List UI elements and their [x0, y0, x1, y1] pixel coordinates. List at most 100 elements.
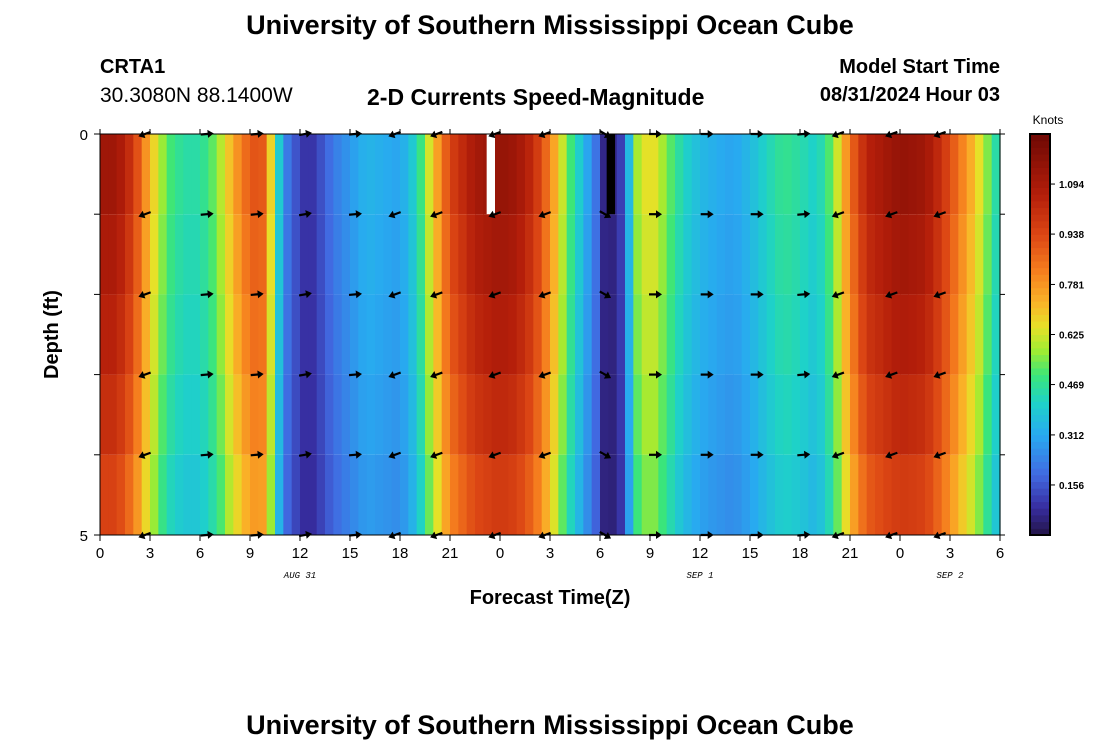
heatmap-cell [108, 214, 118, 295]
x-axis-label: Forecast Time(Z) [470, 587, 631, 609]
heatmap-cell [266, 134, 276, 215]
heatmap-cell [633, 374, 643, 455]
heatmap-cell [475, 454, 484, 535]
heatmap-cell [508, 134, 518, 215]
heatmap-cell [625, 214, 634, 295]
heatmap-cell [608, 214, 618, 295]
heatmap-cell [400, 134, 409, 215]
heatmap-cell [208, 214, 218, 295]
x-date-label: SEP 2 [936, 571, 964, 581]
heatmap-cell [575, 134, 584, 215]
colorbar-segment [1030, 147, 1050, 155]
colorbar-segment [1030, 267, 1050, 275]
heatmap-cell [141, 214, 151, 295]
heatmap-cell [241, 294, 251, 375]
current-arrow [750, 531, 764, 539]
heatmap-cell [125, 214, 134, 295]
heatmap-cell [541, 214, 551, 295]
current-arrow [250, 210, 264, 219]
heatmap-cell [616, 294, 626, 375]
colorbar-segment [1030, 508, 1050, 516]
heatmap-cell [166, 374, 176, 455]
current-arrow [831, 130, 845, 139]
heatmap-cell [358, 374, 368, 455]
heatmap-cell [766, 214, 776, 295]
heatmap-cell [250, 294, 259, 375]
colorbar-segment [1030, 214, 1050, 222]
heatmap-cell [675, 374, 684, 455]
heatmap-cell [125, 374, 134, 455]
current-arrow [488, 210, 502, 219]
heatmap-cell [800, 294, 809, 375]
heatmap-cell [333, 454, 343, 535]
heatmap-cell [875, 454, 884, 535]
heatmap-cell [916, 214, 926, 295]
colorbar-segment [1030, 274, 1050, 282]
heatmap-cell [158, 134, 168, 215]
x-date-label: SEP 1 [686, 571, 713, 581]
heatmap-cell [483, 374, 493, 455]
heatmap-cell [458, 214, 468, 295]
heatmap-cell [500, 374, 509, 455]
heatmap-cell [783, 374, 793, 455]
current-arrow [797, 290, 811, 299]
heatmap-cell [975, 454, 984, 535]
heatmap-cell [600, 454, 609, 535]
heatmap-cell [150, 134, 159, 215]
heatmap-cell [466, 374, 476, 455]
heatmap-cell [933, 294, 943, 375]
heatmap-cell [808, 294, 818, 375]
heatmap-cell [800, 454, 809, 535]
heatmap-cell [958, 134, 968, 215]
current-arrow [599, 531, 612, 539]
heatmap-cell [508, 294, 518, 375]
heatmap-cell [383, 374, 393, 455]
current-arrow [649, 370, 662, 379]
heatmap-cell [500, 214, 509, 295]
heatmap-cell [616, 454, 626, 535]
heatmap-cell [200, 214, 209, 295]
heatmap-cell [983, 454, 993, 535]
current-arrow [488, 290, 502, 299]
heatmap-cell [858, 134, 868, 215]
heatmap-cell [858, 454, 868, 535]
current-arrow [348, 129, 362, 138]
heatmap-cell [758, 134, 768, 215]
heatmap-cell [400, 454, 409, 535]
heatmap-cell [350, 454, 359, 535]
heatmap-cell [483, 454, 493, 535]
heatmap-cell [658, 214, 668, 295]
heatmap-cell [558, 374, 568, 455]
heatmap-cell [933, 374, 943, 455]
heatmap-cell [683, 294, 693, 375]
current-arrow [388, 130, 402, 139]
heatmap-cell [566, 294, 576, 375]
heatmap-cell [283, 134, 293, 215]
current-arrow [750, 370, 764, 379]
heatmap-cell [416, 134, 426, 215]
heatmap-cell [366, 454, 376, 535]
heatmap-cell [658, 374, 668, 455]
heatmap-cell [958, 214, 968, 295]
current-arrow [797, 129, 811, 138]
heatmap-cell [416, 294, 426, 375]
current-arrow [933, 130, 947, 139]
heatmap-cell [166, 454, 176, 535]
heatmap-cell [550, 214, 559, 295]
heatmap-cell [216, 374, 226, 455]
heatmap-cell [208, 134, 218, 215]
heatmap-cell [533, 214, 543, 295]
heatmap-cell [950, 214, 959, 295]
heatmap-cell [608, 294, 618, 375]
x-tick-label: 3 [946, 545, 954, 562]
heatmap-cell [625, 454, 634, 535]
heatmap-cell [475, 374, 484, 455]
heatmap-cell [108, 134, 118, 215]
colorbar-segment [1030, 461, 1050, 469]
heatmap-cell [300, 214, 309, 295]
heatmap-cell [958, 454, 968, 535]
heatmap-cell [716, 134, 726, 215]
current-arrow [599, 450, 612, 459]
heatmap-cell [275, 134, 284, 215]
heatmap-cell [700, 134, 709, 215]
